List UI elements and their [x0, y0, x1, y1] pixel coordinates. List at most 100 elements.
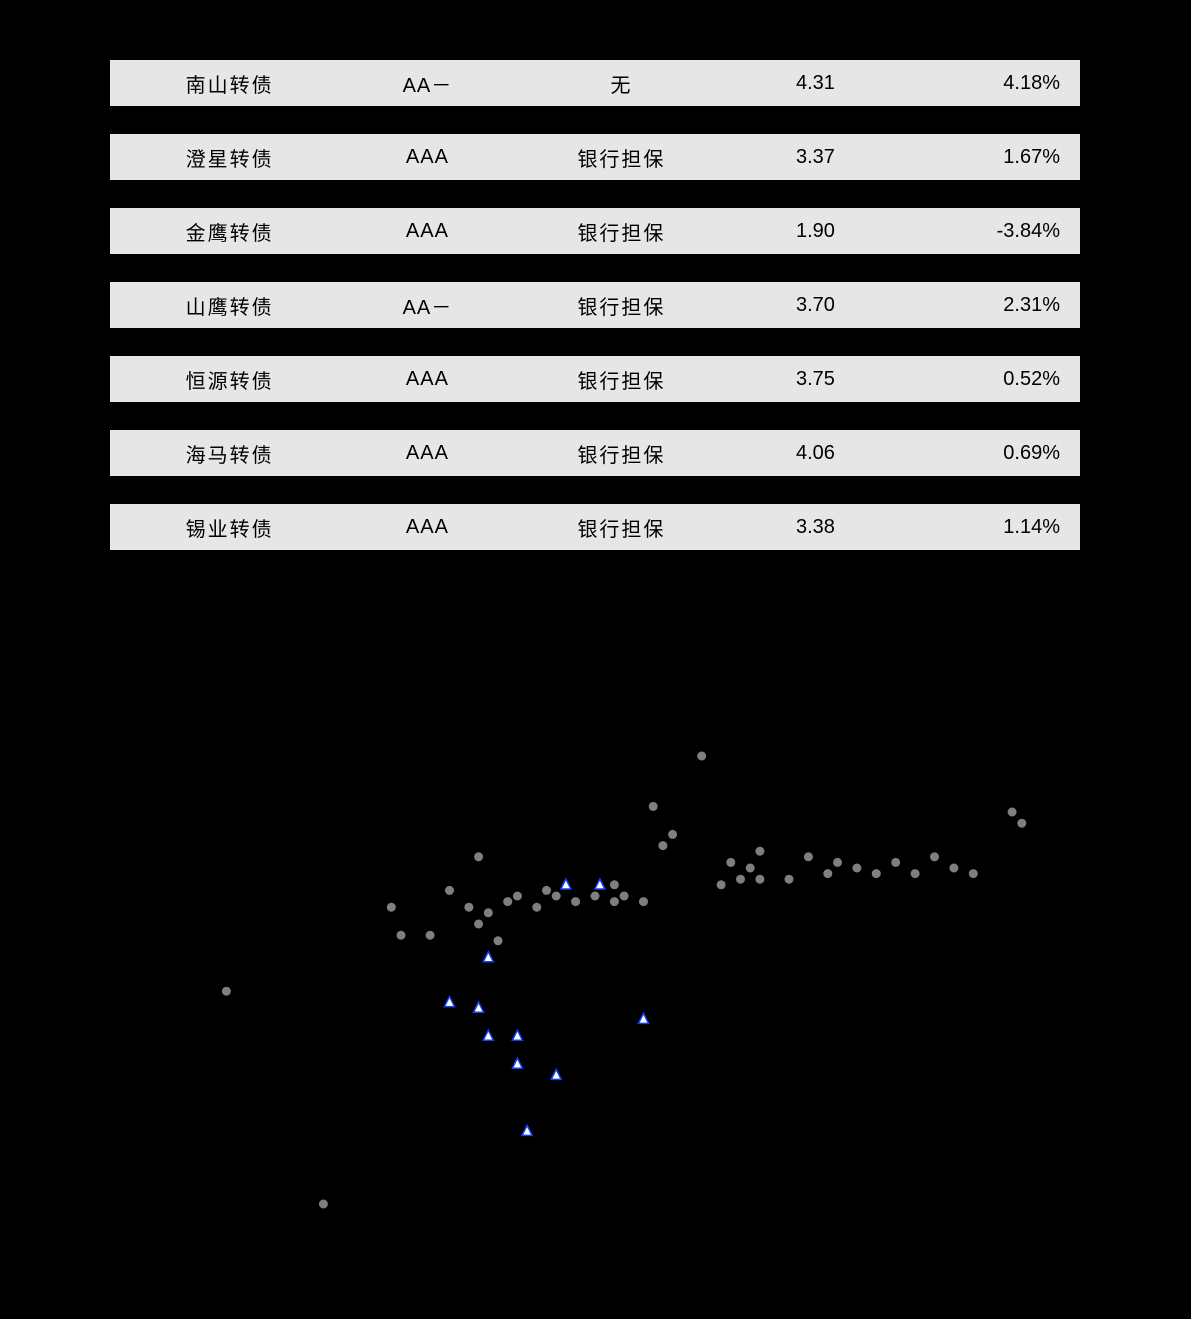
- scatter-dot: [872, 869, 881, 878]
- scatter-triangle: [561, 879, 571, 889]
- scatter-dot: [513, 892, 522, 901]
- bond-value: 1.90: [727, 220, 903, 243]
- scatter-dot: [804, 852, 813, 861]
- scatter-dot: [494, 936, 503, 945]
- scatter-dot: [746, 864, 755, 873]
- scatter-dot: [474, 920, 483, 929]
- scatter-chart: [110, 700, 1080, 1260]
- scatter-triangle: [551, 1069, 561, 1079]
- bond-rating: AAA: [339, 368, 515, 391]
- scatter-dot: [736, 875, 745, 884]
- bond-table: 南山转债AA－无4.314.18%澄星转债AAA银行担保3.371.67%金鹰转…: [110, 60, 1080, 578]
- table-row: 锡业转债AAA银行担保3.381.14%: [110, 504, 1080, 550]
- table-row: 恒源转债AAA银行担保3.750.52%: [110, 356, 1080, 402]
- table-row: 澄星转债AAA银行担保3.371.67%: [110, 134, 1080, 180]
- scatter-dot: [484, 908, 493, 917]
- scatter-triangle: [595, 879, 605, 889]
- bond-name: 海马转债: [110, 439, 339, 468]
- bond-pct: -3.84%: [904, 220, 1080, 243]
- scatter-dot: [755, 875, 764, 884]
- table-row: 山鹰转债AA－银行担保3.702.31%: [110, 282, 1080, 328]
- scatter-dot: [755, 847, 764, 856]
- bond-value: 4.06: [727, 442, 903, 465]
- scatter-triangle: [483, 952, 493, 962]
- scatter-triangle: [512, 1058, 522, 1068]
- bond-value: 3.37: [727, 146, 903, 169]
- scatter-dot: [1017, 819, 1026, 828]
- scatter-triangle: [639, 1013, 649, 1023]
- scatter-dot: [445, 886, 454, 895]
- bond-guarantee: 银行担保: [516, 439, 728, 468]
- bond-value: 3.70: [727, 294, 903, 317]
- scatter-triangle: [512, 1030, 522, 1040]
- bond-pct: 0.69%: [904, 442, 1080, 465]
- scatter-dot: [542, 886, 551, 895]
- scatter-dot: [474, 852, 483, 861]
- table-row: 金鹰转债AAA银行担保1.90-3.84%: [110, 208, 1080, 254]
- scatter-dot: [571, 897, 580, 906]
- scatter-dot: [726, 858, 735, 867]
- scatter-dot: [426, 931, 435, 940]
- bond-rating: AA－: [339, 69, 515, 98]
- bond-value: 3.38: [727, 516, 903, 539]
- bond-rating: AAA: [339, 220, 515, 243]
- bond-pct: 1.14%: [904, 516, 1080, 539]
- bond-pct: 0.52%: [904, 368, 1080, 391]
- scatter-dot: [532, 903, 541, 912]
- bond-guarantee: 银行担保: [516, 513, 728, 542]
- scatter-triangle: [474, 1002, 484, 1012]
- scatter-dot: [639, 897, 648, 906]
- bond-guarantee: 无: [516, 69, 728, 98]
- scatter-dot: [591, 892, 600, 901]
- scatter-dot: [319, 1200, 328, 1209]
- table-row: 南山转债AA－无4.314.18%: [110, 60, 1080, 106]
- scatter-dot: [222, 987, 231, 996]
- bond-guarantee: 银行担保: [516, 291, 728, 320]
- scatter-triangle: [483, 1030, 493, 1040]
- bond-pct: 2.31%: [904, 294, 1080, 317]
- bond-rating: AAA: [339, 146, 515, 169]
- scatter-dot: [464, 903, 473, 912]
- bond-pct: 4.18%: [904, 72, 1080, 95]
- bond-guarantee: 银行担保: [516, 365, 728, 394]
- scatter-dot: [833, 858, 842, 867]
- scatter-dot: [785, 875, 794, 884]
- bond-guarantee: 银行担保: [516, 217, 728, 246]
- scatter-dot: [911, 869, 920, 878]
- scatter-dot: [649, 802, 658, 811]
- scatter-dot: [949, 864, 958, 873]
- scatter-dot: [620, 892, 629, 901]
- scatter-dot: [697, 752, 706, 761]
- scatter-dot: [552, 892, 561, 901]
- scatter-triangle: [445, 997, 455, 1007]
- scatter-dot: [969, 869, 978, 878]
- bond-value: 3.75: [727, 368, 903, 391]
- scatter-dot: [1008, 808, 1017, 817]
- scatter-dot: [387, 903, 396, 912]
- scatter-triangle: [522, 1125, 532, 1135]
- scatter-svg: [110, 700, 1080, 1260]
- bond-name: 山鹰转债: [110, 291, 339, 320]
- table-row: 海马转债AAA银行担保4.060.69%: [110, 430, 1080, 476]
- scatter-dot: [823, 869, 832, 878]
- bond-rating: AA－: [339, 291, 515, 320]
- bond-rating: AAA: [339, 516, 515, 539]
- scatter-dot: [668, 830, 677, 839]
- bond-pct: 1.67%: [904, 146, 1080, 169]
- bond-name: 锡业转债: [110, 513, 339, 542]
- scatter-dot: [658, 841, 667, 850]
- bond-name: 南山转债: [110, 69, 339, 98]
- scatter-dot: [503, 897, 512, 906]
- bond-guarantee: 银行担保: [516, 143, 728, 172]
- scatter-dot: [610, 897, 619, 906]
- bond-name: 恒源转债: [110, 365, 339, 394]
- bond-value: 4.31: [727, 72, 903, 95]
- scatter-dot: [891, 858, 900, 867]
- scatter-dot: [397, 931, 406, 940]
- scatter-dot: [717, 880, 726, 889]
- bond-name: 金鹰转债: [110, 217, 339, 246]
- bond-name: 澄星转债: [110, 143, 339, 172]
- scatter-dot: [610, 880, 619, 889]
- bond-rating: AAA: [339, 442, 515, 465]
- scatter-dot: [852, 864, 861, 873]
